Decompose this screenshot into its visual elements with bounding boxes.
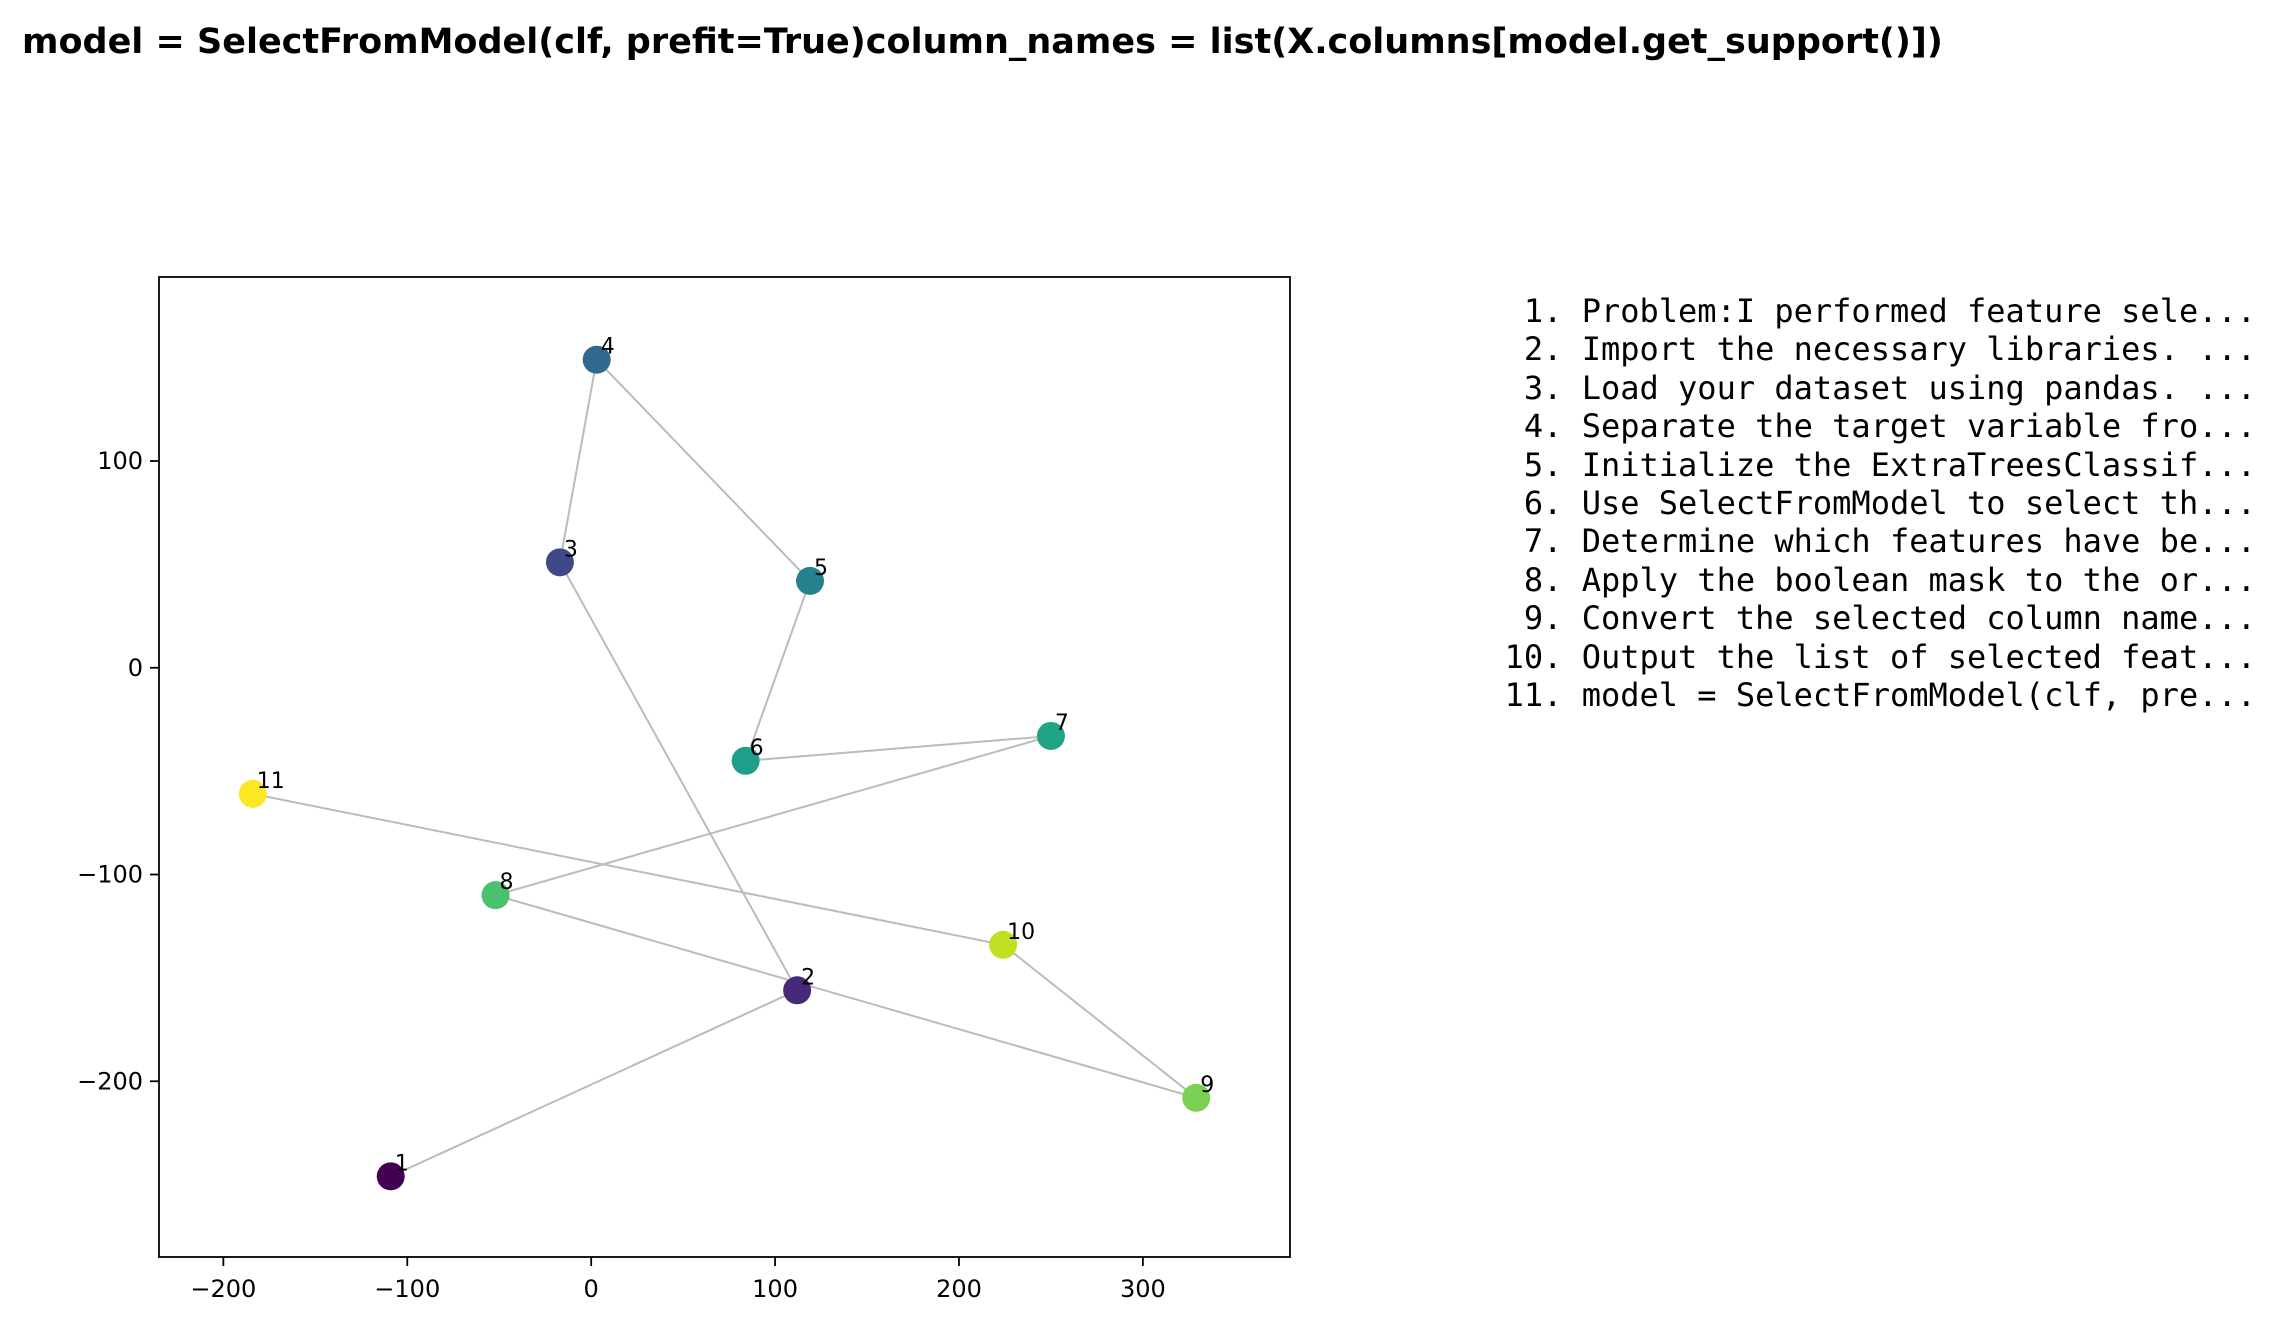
- chart-title: model = SelectFromModel(clf, prefit=True…: [22, 22, 1943, 62]
- step-number: 8.: [1523, 560, 1563, 599]
- step-text: Load your dataset using pandas. ...: [1562, 368, 2256, 407]
- point-label-5: 5: [814, 556, 828, 581]
- point-label-3: 3: [564, 537, 578, 562]
- data-point-11: [238, 779, 267, 808]
- data-point-6: [731, 746, 760, 775]
- step-item: 4. Separate the target variable fro...: [1474, 407, 2256, 445]
- connection-line-9: [1002, 944, 1197, 1099]
- data-point-1: [376, 1162, 405, 1191]
- y-tick-label: −200: [77, 1067, 143, 1095]
- step-text: Use SelectFromModel to select th...: [1562, 484, 2256, 523]
- point-label-10: 10: [1007, 920, 1035, 945]
- step-text: Initialize the ExtraTreesClassif...: [1562, 445, 2256, 484]
- point-label-9: 9: [1200, 1073, 1214, 1098]
- step-number: 11.: [1504, 676, 1563, 715]
- x-tick-label: −100: [374, 1275, 440, 1303]
- step-text: Convert the selected column name...: [1562, 599, 2256, 638]
- step-number: 4.: [1523, 407, 1563, 446]
- step-list: 1. Problem:I performed feature sele... 2.…: [1474, 292, 2256, 714]
- x-tick-label: 100: [752, 1275, 798, 1303]
- point-label-11: 11: [257, 769, 285, 794]
- data-point-10: [989, 930, 1018, 959]
- y-tick-label: 100: [97, 447, 143, 475]
- connection-line-6: [745, 734, 1052, 762]
- connection-line-5: [744, 580, 811, 762]
- step-number: 7.: [1523, 522, 1563, 561]
- step-item: 2. Import the necessary libraries. ...: [1474, 330, 2256, 368]
- step-text: Import the necessary libraries. ...: [1562, 330, 2256, 369]
- step-item: 10. Output the list of selected feat...: [1474, 638, 2256, 676]
- data-point-2: [783, 976, 812, 1005]
- y-axis: −200 −100 0 100: [77, 447, 159, 1095]
- data-point-7: [1036, 721, 1065, 750]
- step-number: 1.: [1523, 292, 1563, 330]
- point-label-6: 6: [750, 736, 764, 761]
- x-axis: −200 −100 0 100 200 300: [190, 1257, 1166, 1303]
- data-point-5: [796, 566, 825, 595]
- step-number: 6.: [1523, 484, 1563, 523]
- step-number: 3.: [1523, 368, 1563, 407]
- step-item: 7. Determine which features have be...: [1474, 522, 2256, 560]
- step-item: 3. Load your dataset using pandas. ...: [1474, 369, 2256, 407]
- step-item: 6. Use SelectFromModel to select th...: [1474, 484, 2256, 522]
- step-item: 1. Problem:I performed feature sele...: [1474, 292, 2256, 330]
- point-label-8: 8: [500, 870, 514, 895]
- data-point-3: [545, 548, 574, 577]
- connection-line-8: [495, 894, 1197, 1099]
- step-text: Separate the target variable fro...: [1562, 407, 2256, 446]
- step-number: 9.: [1523, 599, 1563, 638]
- step-text: Problem:I performed feature sele...: [1562, 292, 2256, 330]
- data-point-4: [582, 345, 611, 374]
- connection-line-7: [495, 735, 1052, 897]
- step-text: Apply the boolean mask to the or...: [1562, 560, 2256, 599]
- x-tick-label: 0: [584, 1275, 599, 1303]
- connection-line-2: [559, 561, 799, 991]
- step-text: Output the list of selected feat...: [1562, 637, 2256, 676]
- step-number: 10.: [1504, 637, 1563, 676]
- y-tick-label: 0: [128, 654, 143, 682]
- step-text: Determine which features have be...: [1562, 522, 2256, 561]
- step-item: 8. Apply the boolean mask to the or...: [1474, 561, 2256, 599]
- x-tick-label: 300: [1120, 1275, 1166, 1303]
- step-text: model = SelectFromModel(clf, pre...: [1562, 676, 2256, 715]
- connection-line-3: [558, 359, 598, 563]
- y-tick-label: −100: [77, 861, 143, 889]
- step-item: 5. Initialize the ExtraTreesClassif...: [1474, 446, 2256, 484]
- step-item: 11. model = SelectFromModel(clf, pre...: [1474, 676, 2256, 714]
- connection-line-10: [252, 792, 1004, 946]
- data-point-8: [481, 881, 510, 910]
- data-point-9: [1182, 1083, 1211, 1112]
- step-number: 5.: [1523, 445, 1563, 484]
- plot-frame: [158, 276, 1291, 1258]
- point-label-1: 1: [395, 1151, 409, 1176]
- x-tick-label: 200: [936, 1275, 982, 1303]
- point-label-4: 4: [601, 335, 615, 360]
- connection-line-1: [390, 989, 798, 1178]
- connection-lines: [252, 359, 1197, 1178]
- point-label-2: 2: [801, 965, 815, 990]
- point-labels: 1 2 3 4 5 6 7 8 9 10 11: [257, 335, 1214, 1177]
- connection-line-4: [595, 359, 811, 582]
- data-points: [238, 345, 1211, 1191]
- point-label-7: 7: [1055, 711, 1069, 736]
- x-tick-label: −200: [190, 1275, 256, 1303]
- step-item: 9. Convert the selected column name...: [1474, 599, 2256, 637]
- step-number: 2.: [1523, 330, 1563, 369]
